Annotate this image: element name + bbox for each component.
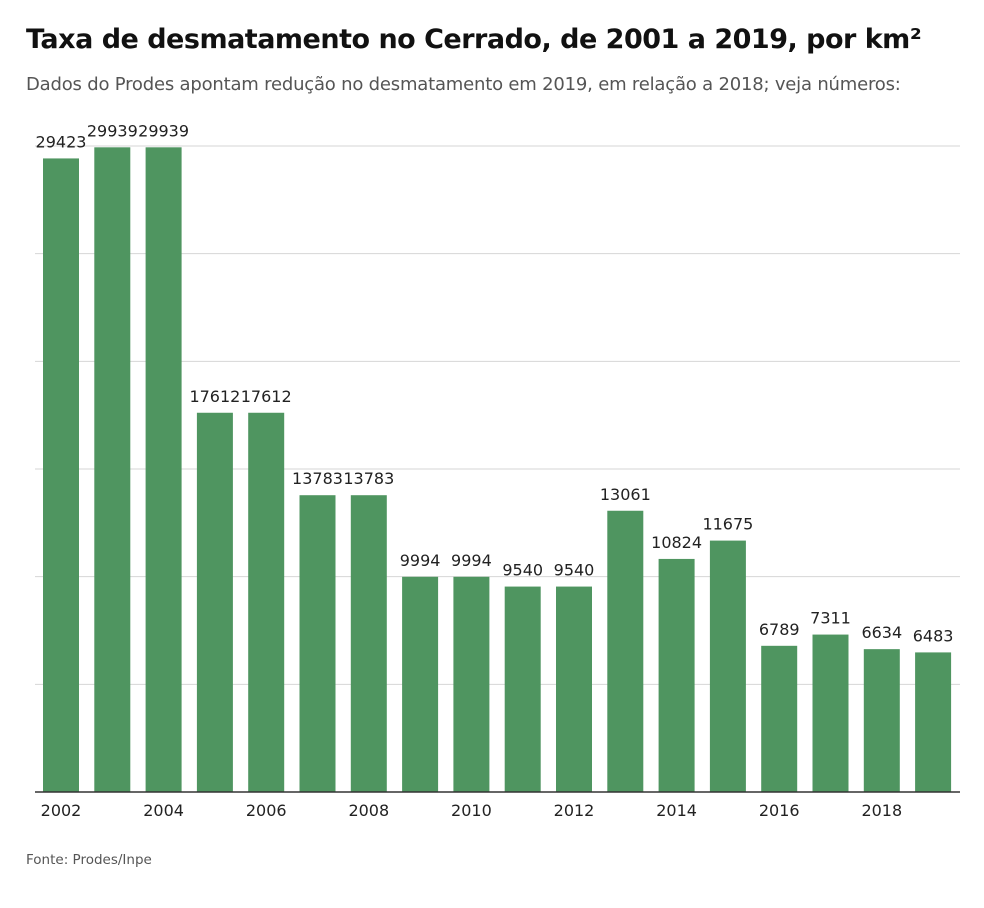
data-label: 10824: [651, 533, 702, 552]
x-tick-label: 2006: [246, 801, 287, 820]
data-label: 9994: [400, 551, 441, 570]
bar: [863, 649, 900, 792]
bar: [248, 412, 285, 792]
bar: [299, 495, 336, 792]
data-label: 6634: [861, 623, 902, 642]
chart-subtitle: Dados do Prodes apontam redução no desma…: [26, 74, 901, 95]
bar: [812, 634, 849, 792]
data-label: 6483: [913, 626, 954, 645]
bar: [607, 510, 644, 792]
bar: [761, 645, 798, 792]
x-tick-label: 2012: [554, 801, 595, 820]
bar: [915, 652, 952, 792]
data-label: 29939: [87, 121, 138, 140]
data-label: 17612: [241, 387, 292, 406]
x-tick-label: 2010: [451, 801, 492, 820]
x-tick-label: 2002: [41, 801, 82, 820]
bar: [453, 576, 490, 792]
data-label: 13061: [600, 485, 651, 504]
x-tick-label: 2004: [143, 801, 184, 820]
data-label: 7311: [810, 609, 851, 628]
data-label: 29939: [138, 121, 189, 140]
data-label: 13783: [343, 469, 394, 488]
data-label: 29423: [36, 132, 87, 151]
data-label: 9540: [502, 561, 543, 580]
bar: [43, 158, 79, 792]
bar: [402, 576, 439, 792]
chart-title: Taxa de desmatamento no Cerrado, de 2001…: [26, 24, 922, 55]
x-tick-label: 2018: [861, 801, 902, 820]
bar: [658, 558, 695, 792]
x-tick-label: 2014: [656, 801, 697, 820]
data-label: 6789: [759, 620, 800, 639]
x-tick-label: 2008: [348, 801, 389, 820]
bar: [350, 495, 387, 792]
bar: [504, 586, 541, 792]
bar: [145, 147, 182, 792]
x-tick-label: 2016: [759, 801, 800, 820]
bar: [556, 586, 592, 792]
bar: [709, 540, 746, 792]
bar: [94, 147, 131, 792]
source-note: Fonte: Prodes/Inpe: [26, 852, 152, 868]
bar: [196, 412, 233, 792]
data-label: 11675: [702, 515, 753, 534]
data-label: 13783: [292, 469, 343, 488]
data-label: 17612: [189, 387, 240, 406]
data-label: 9994: [451, 551, 492, 570]
data-label: 9540: [554, 561, 595, 580]
